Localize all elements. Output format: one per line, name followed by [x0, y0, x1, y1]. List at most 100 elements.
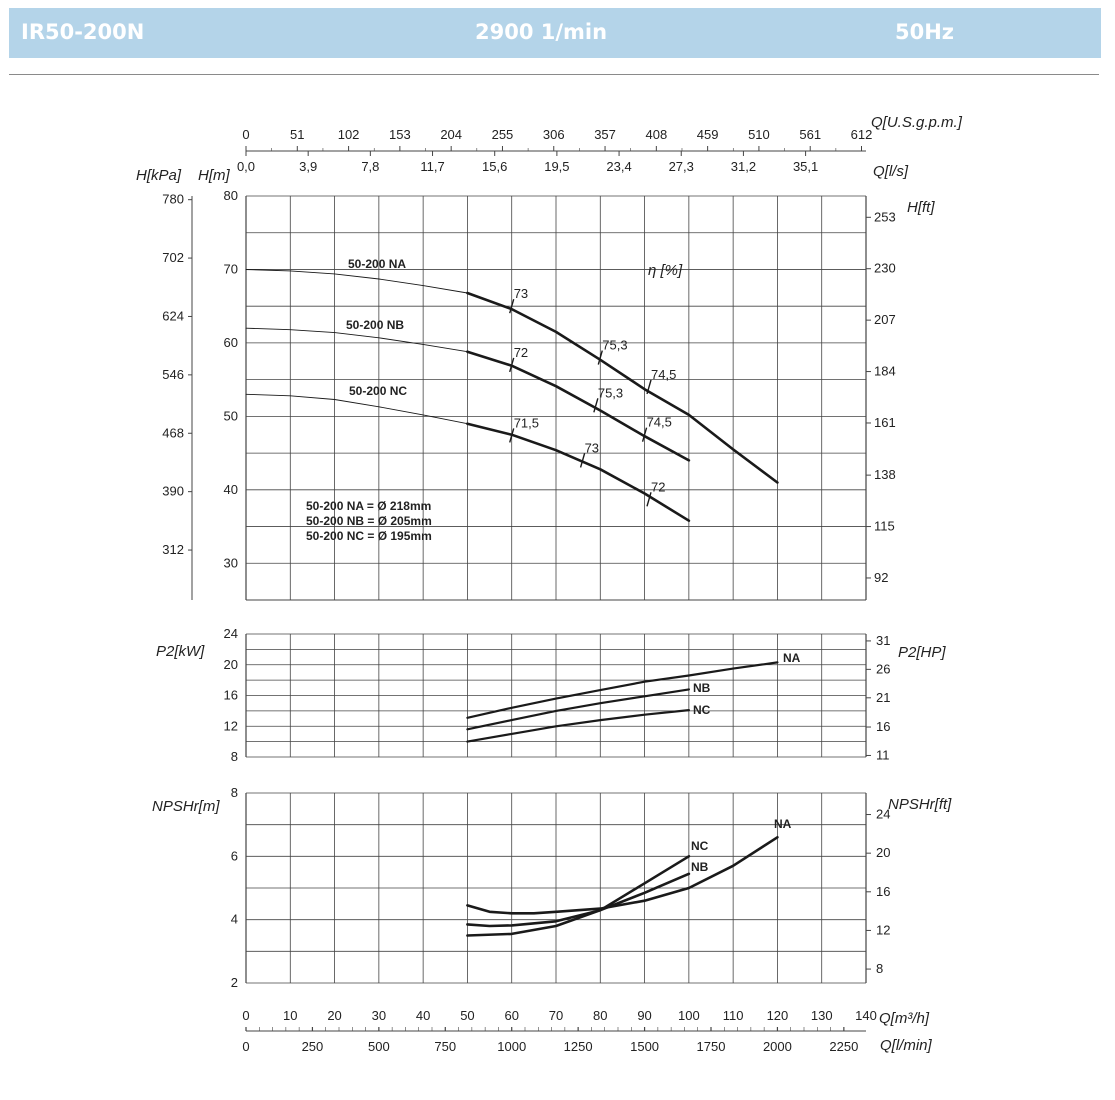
- efficiency-label: 73: [514, 286, 528, 301]
- y-tick-label: 12: [224, 718, 238, 733]
- x-tick-label-lmin: 500: [368, 1039, 390, 1054]
- x-tick-label-ls: 3,9: [299, 159, 317, 174]
- x-tick-label-lmin: 2000: [763, 1039, 792, 1054]
- x-tick-label-lmin: 250: [302, 1039, 324, 1054]
- npsh-ft-tick-label: 12: [876, 922, 890, 937]
- speed-label: 2900 1/min: [475, 20, 608, 44]
- hp-tick-label: 26: [876, 661, 890, 676]
- npsh-axis-title: NPSHr[m]: [152, 798, 220, 815]
- head-curve-thin: [245, 269, 468, 294]
- efficiency-label: 71,5: [514, 415, 539, 430]
- x-tick-label-m3h: 10: [283, 1008, 297, 1023]
- x-axis-title-m3h: Q[m³/h]: [879, 1010, 930, 1027]
- power-axis-title: P2[kW]: [156, 643, 205, 660]
- efficiency-mark: [593, 398, 599, 413]
- efficiency-label: 75,3: [598, 385, 623, 400]
- npsh-ft-tick-label: 20: [876, 845, 890, 860]
- x-tick-label-m3h: 140: [855, 1008, 877, 1023]
- x-tick-label-m3h: 80: [593, 1008, 607, 1023]
- x-tick-label-gpm: 357: [594, 127, 616, 142]
- ft-tick-label: 207: [874, 312, 896, 327]
- impeller-diameter-label: 50-200 NC = Ø 195mm: [306, 529, 432, 543]
- x-tick-label-gpm: 612: [851, 127, 873, 142]
- efficiency-label: 75,3: [602, 338, 627, 353]
- x-tick-label-lmin: 1250: [564, 1039, 593, 1054]
- x-tick-label-m3h: 20: [327, 1008, 341, 1023]
- ft-tick-label: 138: [874, 467, 896, 482]
- x-tick-label-lmin: 0: [242, 1039, 249, 1054]
- npsh-ft-tick-label: 8: [876, 961, 883, 976]
- header-divider: [9, 74, 1099, 75]
- ft-tick-label: 115: [874, 519, 895, 534]
- y-tick-label: 30: [224, 555, 238, 570]
- x-tick-label-m3h: 100: [678, 1008, 700, 1023]
- power-curve: [466, 661, 779, 719]
- x-tick-label-lmin: 750: [434, 1039, 456, 1054]
- x-tick-label-ls: 0,0: [237, 159, 255, 174]
- power-curve: [466, 709, 690, 743]
- ft-tick-label: 253: [874, 209, 896, 224]
- y-tick-label: 24: [224, 626, 238, 641]
- npsh-ft-tick-label: 16: [876, 884, 890, 899]
- kpa-tick-label: 390: [162, 484, 184, 499]
- y-tick-label: 80: [224, 188, 238, 203]
- x-tick-label-m3h: 0: [242, 1008, 249, 1023]
- efficiency-mark: [579, 453, 586, 468]
- hp-tick-label: 11: [876, 747, 890, 762]
- efficiency-label: 72: [514, 345, 528, 360]
- kpa-axis-title: H[kPa]: [136, 167, 182, 184]
- hp-axis-title: P2[HP]: [898, 644, 946, 661]
- efficiency-mark: [509, 298, 515, 314]
- efficiency-mark: [509, 428, 515, 443]
- x-tick-label-ls: 27,3: [669, 159, 694, 174]
- x-tick-label-ls: 19,5: [544, 159, 569, 174]
- npsh-ft-axis-title: NPSHr[ft]: [888, 796, 952, 813]
- npsh-curve: [466, 836, 779, 915]
- x-tick-label-ls: 7,8: [361, 159, 379, 174]
- y-tick-label: 4: [231, 912, 238, 927]
- y-tick-label: 60: [224, 335, 238, 350]
- x-tick-label-ls: 15,6: [482, 159, 507, 174]
- x-tick-label-gpm: 459: [697, 127, 719, 142]
- x-tick-label-gpm: 408: [645, 127, 667, 142]
- x-tick-label-gpm: 306: [543, 127, 565, 142]
- power-panel: [245, 633, 867, 758]
- power-curve: [466, 688, 690, 731]
- x-tick-label-gpm: 510: [748, 127, 770, 142]
- x-axis-title-gpm: Q[U.S.g.p.m.]: [871, 114, 963, 131]
- frequency-label: 50Hz: [895, 20, 955, 44]
- efficiency-mark: [646, 379, 652, 395]
- npsh-series-label: NC: [691, 839, 709, 853]
- y-tick-label: 40: [224, 482, 238, 497]
- x-tick-label-m3h: 130: [811, 1008, 833, 1023]
- kpa-tick-label: 780: [162, 192, 184, 207]
- impeller-diameter-label: 50-200 NA = Ø 218mm: [306, 499, 431, 513]
- npsh-series-label: NB: [691, 860, 709, 874]
- x-tick-label-m3h: 60: [504, 1008, 518, 1023]
- kpa-tick-label: 468: [162, 425, 184, 440]
- x-tick-label-m3h: 30: [372, 1008, 386, 1023]
- impeller-diameter-label: 50-200 NB = Ø 205mm: [306, 514, 432, 528]
- x-axis-title-ls: Q[l/s]: [873, 163, 909, 180]
- y-tick-label: 20: [224, 657, 238, 672]
- x-tick-label-m3h: 50: [460, 1008, 474, 1023]
- kpa-tick-label: 312: [162, 542, 184, 557]
- y-tick-label: 16: [224, 688, 238, 703]
- hp-tick-label: 31: [876, 633, 890, 648]
- head-panel: [245, 195, 867, 601]
- power-series-label: NC: [693, 703, 711, 717]
- efficiency-label: 72: [651, 479, 665, 494]
- y-tick-label: 6: [231, 848, 238, 863]
- x-tick-label-m3h: 110: [723, 1008, 744, 1023]
- head-curve-thin: [245, 393, 468, 425]
- kpa-tick-label: 624: [162, 308, 184, 323]
- y-tick-label: 8: [231, 749, 238, 764]
- efficiency-label: 74,5: [651, 367, 676, 382]
- head-curve: [466, 422, 691, 522]
- efficiency-axis-title: η [%]: [648, 262, 683, 279]
- head-curve: [466, 350, 691, 462]
- x-tick-label-lmin: 1750: [697, 1039, 726, 1054]
- ft-tick-label: 230: [874, 261, 896, 276]
- ft-tick-label: 184: [874, 364, 896, 379]
